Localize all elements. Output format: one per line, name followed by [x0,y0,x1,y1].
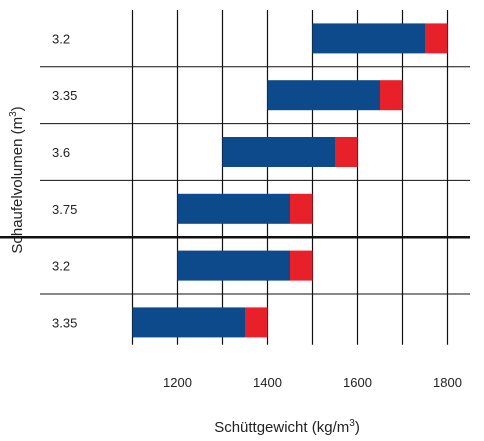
x-tick-label-1600: 1600 [343,375,372,390]
x-tick-labels: 1200 1400 1600 1800 [163,375,462,390]
category-label-1: 3.35 [52,88,77,103]
bar-main-2 [222,137,335,167]
category-label-3: 3.75 [52,202,77,217]
x-tick-label-1800: 1800 [433,375,462,390]
bar-main-5 [132,307,245,338]
bar-end-1 [380,80,403,111]
bar-end-4 [290,250,313,281]
bar-main-4 [177,250,290,281]
category-label-4: 3.2 [52,259,70,274]
bars-group [132,23,448,338]
category-label-0: 3.2 [52,31,70,46]
bar-end-2 [335,137,358,167]
x-tick-label-1200: 1200 [163,375,192,390]
y-axis-label: Schaufelvolumen (m3) [8,106,26,253]
category-label-2: 3.6 [52,145,70,160]
grid-lines [0,10,470,345]
bar-main-0 [312,23,425,54]
bar-end-5 [245,307,268,338]
category-labels: 3.2 3.35 3.6 3.75 3.2 3.35 [52,31,77,330]
bar-end-3 [290,193,313,224]
bar-main-3 [177,193,290,224]
category-label-5: 3.35 [52,315,77,330]
bar-main-1 [267,80,380,111]
x-axis-label: Schüttgewicht (kg/m3) [214,418,360,436]
bar-end-0 [425,23,448,54]
x-tick-label-1400: 1400 [253,375,282,390]
